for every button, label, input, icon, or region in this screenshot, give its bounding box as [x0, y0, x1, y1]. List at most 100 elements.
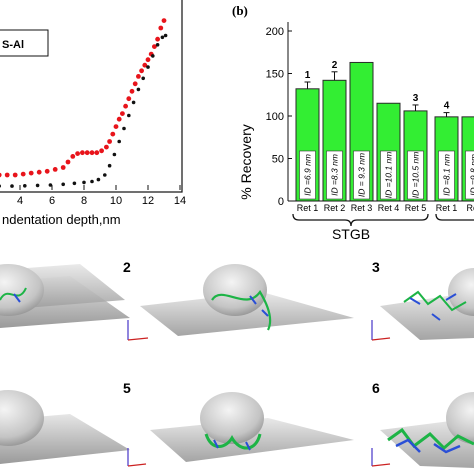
rendering-1 — [0, 264, 130, 328]
rendering-5-dislocation-lines — [204, 433, 262, 450]
left-series-1-point — [4, 172, 10, 178]
recovery-bar-id-label: ID =8.3 nm — [330, 154, 340, 196]
left-series-1-point — [136, 74, 141, 79]
left-x-axis-label: ndentation depth,nm — [2, 212, 121, 227]
rendering-1-dislocation-lines — [0, 287, 27, 301]
recovery-bar-id-label: ID = 9.3 nm — [357, 153, 367, 197]
left-series-1-point — [113, 124, 119, 129]
left-series-2-point — [90, 179, 94, 184]
left-series-1-point — [99, 148, 104, 154]
rendering-5: 5 — [123, 380, 354, 467]
left-series-1-point — [44, 168, 50, 174]
left-series-1-point — [155, 36, 161, 42]
rendering-6-dome — [446, 392, 474, 444]
left-series-1-point — [158, 25, 164, 31]
left-series-2-point — [155, 43, 160, 47]
left-series-2-point — [0, 184, 1, 188]
recovery-bar-id-box — [438, 150, 455, 200]
left-series-1-point — [65, 159, 71, 165]
left-series-1-point — [110, 131, 116, 137]
left-series-1-point — [28, 170, 34, 176]
left-series-1-point — [36, 169, 42, 175]
recovery-bar-number: 1 — [305, 70, 311, 81]
rendering-5-dome — [200, 392, 264, 444]
rendering-3-dome — [448, 268, 474, 316]
left-legend-text: S-Al — [2, 39, 24, 51]
left-series-1-point — [129, 88, 135, 94]
left-series-1-point — [139, 68, 145, 74]
right-y-ticks: 0 50 100 150 200 — [266, 26, 292, 208]
left-series-2-point — [163, 33, 168, 38]
left-series-2-point — [107, 163, 112, 168]
right-y-tick-label: 50 — [272, 154, 284, 166]
recovery-bar-id-label: ID =10.5 nm — [411, 152, 421, 199]
left-series-1-point — [60, 165, 66, 170]
left-series-2-point — [160, 35, 165, 40]
right-category-labels: Ret 1 Ret 2 Ret 3 Ret 4 Ret 5 Ret 1 Ret — [297, 203, 474, 213]
rendering-label-5: 5 — [123, 380, 131, 396]
rendering-label-3: 3 — [372, 259, 380, 275]
rendering-4 — [0, 390, 130, 464]
rendering-3-axis-x — [371, 337, 391, 341]
recovery-category-label: Ret 5 — [405, 203, 427, 213]
right-y-tick-label: 200 — [266, 26, 284, 38]
left-series-2-point — [48, 183, 53, 187]
left-series-2-point — [23, 184, 27, 188]
panel-label-b: (b) — [232, 3, 248, 18]
left-x-tick-label: 4 — [17, 195, 23, 207]
left-series-1-point — [126, 96, 132, 102]
rendering-6: 6 — [371, 380, 474, 468]
left-series-1-point — [80, 150, 85, 156]
rendering-5-axis-x — [127, 463, 147, 467]
rendering-3-dislocation-lines — [403, 290, 467, 312]
rendering-2-axis-x — [127, 337, 149, 341]
left-series-2-point — [141, 76, 145, 81]
left-legend-box — [0, 29, 49, 57]
rendering-2-dislocation-lines — [211, 289, 272, 331]
left-series-2-point — [96, 177, 101, 182]
recovery-category-label: Ret 3 — [351, 203, 373, 213]
recovery-bar-number: 3 — [413, 93, 419, 104]
rendering-1-blue-segment — [13, 293, 21, 303]
rendering-4-dome — [0, 390, 44, 446]
rendering-5-blue-segments — [213, 439, 251, 451]
left-series-1-point — [75, 151, 80, 157]
recovery-bar-id-label: ID =6.9 nm — [303, 154, 313, 196]
stgb-group-label: STGB — [332, 226, 370, 242]
left-series-1-point — [84, 150, 90, 156]
left-series-2-point — [146, 65, 150, 69]
left-series-1-point — [104, 144, 109, 150]
rendering-3: 3 — [371, 259, 474, 341]
rendering-2-dome — [203, 264, 267, 316]
left-series-1-point — [70, 154, 76, 159]
recovery-category-label: Ret — [466, 203, 474, 213]
left-series-2-point — [72, 181, 77, 186]
left-series-1-point — [145, 57, 151, 63]
left-series-1-point — [20, 171, 26, 177]
left-series-2-point — [127, 113, 131, 118]
left-series-1-point — [52, 167, 58, 172]
left-series-2-point — [35, 183, 40, 188]
rendering-6-axis-x — [371, 463, 391, 467]
left-series-2-point — [10, 184, 14, 188]
recovery-bar-number: 2 — [332, 60, 338, 71]
left-series-2-point — [136, 87, 141, 92]
left-series-1-point — [0, 172, 2, 178]
rendering-5-plate — [150, 418, 354, 462]
rendering-6-blue-segments — [395, 438, 461, 454]
rendering-3-blue-segments — [409, 293, 457, 321]
rendering-2: 2 — [123, 259, 354, 341]
rendering-label-6: 6 — [372, 380, 380, 396]
left-series-1-point — [161, 18, 167, 23]
recovery-category-label: Ret 1 — [297, 203, 319, 213]
recovery-bar-id-label: ID =8.1 nm — [442, 154, 452, 196]
left-x-tick-label: 12 — [142, 195, 154, 207]
left-x-tick-label: 8 — [81, 195, 87, 207]
left-series-1-point — [89, 150, 95, 156]
left-series-1-point — [12, 172, 18, 178]
left-series-2-point — [103, 173, 107, 177]
left-points — [0, 18, 168, 188]
right-bars: 1 ID =6.9 nm 2 ID =8.3 nm ID = 9.3 nm ID =10.… — [295, 60, 474, 202]
